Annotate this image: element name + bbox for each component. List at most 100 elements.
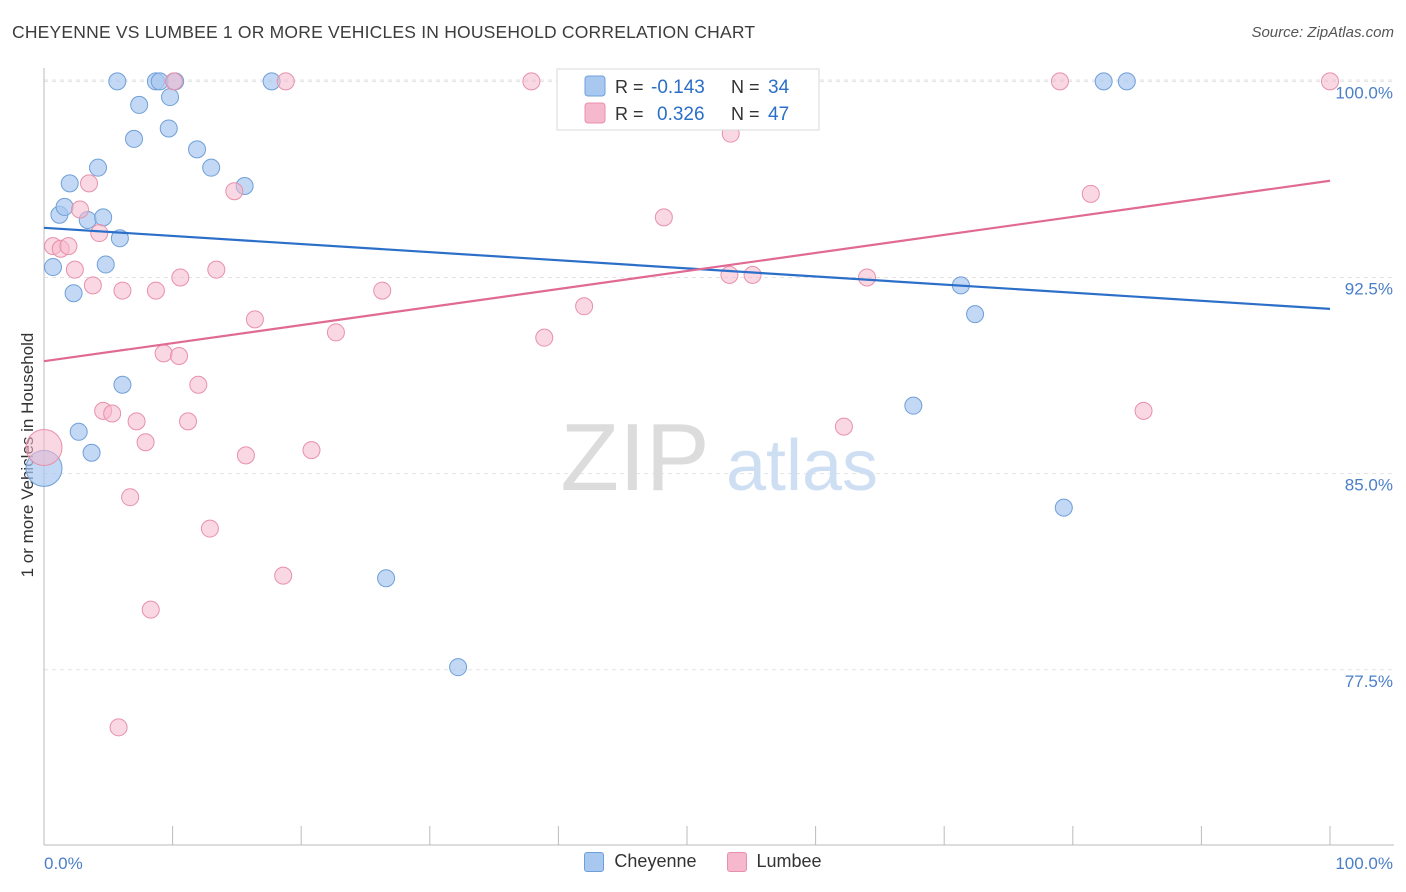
point-lumbee bbox=[276, 72, 295, 91]
point-lumbee bbox=[90, 224, 109, 243]
point-cheyenne bbox=[202, 158, 221, 177]
point-lumbee bbox=[83, 276, 102, 295]
point-lumbee bbox=[1050, 72, 1069, 91]
x-tick-label: 100.0% bbox=[1335, 854, 1393, 873]
point-lumbee bbox=[535, 328, 554, 347]
point-lumbee bbox=[302, 441, 321, 460]
point-lumbee bbox=[1134, 401, 1153, 420]
point-lumbee bbox=[245, 310, 264, 329]
point-lumbee bbox=[274, 566, 293, 585]
point-lumbee bbox=[164, 72, 183, 91]
tick-label-layer: 100.0% 92.5% 85.0% 77.5% 0.0% 100.0% bbox=[44, 83, 1393, 873]
point-lumbee bbox=[743, 265, 762, 284]
points-layer bbox=[25, 72, 1339, 737]
legend-swatch-lumbee bbox=[726, 851, 747, 872]
point-lumbee bbox=[834, 417, 853, 436]
point-lumbee bbox=[373, 281, 392, 300]
source-label: Source: ZipAtlas.com bbox=[1251, 24, 1394, 41]
point-cheyenne bbox=[108, 72, 127, 91]
point-lumbee bbox=[71, 200, 90, 219]
point-cheyenne bbox=[1117, 72, 1136, 91]
point-lumbee bbox=[654, 208, 673, 227]
chart-title: CHEYENNE VS LUMBEE 1 OR MORE VEHICLES IN… bbox=[12, 22, 756, 42]
point-cheyenne bbox=[130, 95, 149, 114]
x-tick-label: 0.0% bbox=[44, 854, 83, 873]
trendline-cheyenne bbox=[43, 226, 1331, 310]
y-tick-label: 77.5% bbox=[1345, 672, 1393, 691]
point-lumbee bbox=[141, 600, 160, 619]
legend-label-lumbee: Lumbee bbox=[756, 851, 822, 871]
point-cheyenne bbox=[89, 158, 108, 177]
point-lumbee bbox=[170, 346, 189, 365]
stats-n-value-lumbee: 47 bbox=[768, 104, 789, 125]
point-cheyenne bbox=[64, 284, 83, 303]
point-lumbee bbox=[103, 404, 122, 423]
point-lumbee bbox=[858, 268, 877, 287]
point-cheyenne bbox=[449, 658, 468, 677]
point-lumbee bbox=[225, 182, 244, 201]
point-cheyenne bbox=[60, 174, 79, 193]
trendline-lumbee bbox=[43, 179, 1331, 363]
series-legend: Cheyenne Lumbee bbox=[0, 851, 1406, 872]
point-cheyenne bbox=[1094, 72, 1113, 91]
point-cheyenne bbox=[110, 229, 129, 248]
stats-r-label-cheyenne: R = bbox=[615, 77, 644, 97]
point-lumbee bbox=[179, 412, 198, 431]
point-lumbee bbox=[200, 519, 219, 538]
point-lumbee bbox=[171, 268, 190, 287]
point-lumbee bbox=[1321, 72, 1339, 91]
grid-layer bbox=[44, 79, 1394, 671]
point-lumbee bbox=[146, 281, 165, 300]
point-lumbee bbox=[236, 446, 255, 465]
watermark: ZIP atlas bbox=[560, 404, 878, 511]
point-cheyenne bbox=[94, 208, 113, 227]
legend-label-cheyenne: Cheyenne bbox=[614, 851, 697, 871]
stats-r-value-lumbee: 0.326 bbox=[657, 104, 705, 125]
stats-legend-swatch-cheyenne bbox=[584, 75, 606, 97]
point-lumbee bbox=[207, 260, 226, 279]
stats-r-value-cheyenne: -0.143 bbox=[651, 77, 705, 98]
point-cheyenne bbox=[69, 422, 88, 441]
point-lumbee bbox=[136, 433, 155, 452]
y-tick-label: 100.0% bbox=[1335, 83, 1393, 102]
point-cheyenne bbox=[161, 88, 180, 107]
point-cheyenne bbox=[113, 375, 132, 394]
point-cheyenne bbox=[44, 258, 63, 277]
point-lumbee bbox=[720, 265, 739, 284]
y-tick-label: 85.0% bbox=[1345, 476, 1393, 495]
watermark-zip: ZIP bbox=[560, 404, 709, 511]
point-cheyenne bbox=[1054, 498, 1073, 517]
point-lumbee bbox=[1081, 184, 1100, 203]
point-lumbee bbox=[25, 429, 63, 466]
trend-layer bbox=[43, 179, 1331, 363]
point-lumbee bbox=[575, 297, 594, 316]
point-cheyenne bbox=[82, 443, 101, 462]
point-cheyenne bbox=[904, 396, 923, 415]
point-lumbee bbox=[127, 412, 146, 431]
point-cheyenne bbox=[188, 140, 207, 159]
point-cheyenne bbox=[377, 569, 396, 588]
point-lumbee bbox=[59, 237, 78, 256]
point-cheyenne bbox=[125, 129, 144, 148]
point-lumbee bbox=[522, 72, 541, 91]
point-cheyenne bbox=[96, 255, 115, 274]
legend-item-lumbee: Lumbee bbox=[726, 851, 822, 872]
stats-n-label-lumbee: N = bbox=[731, 104, 760, 124]
point-lumbee bbox=[326, 323, 345, 342]
stats-r-label-lumbee: R = bbox=[615, 104, 644, 124]
point-lumbee bbox=[65, 260, 84, 279]
point-lumbee bbox=[121, 488, 140, 507]
point-lumbee bbox=[109, 718, 128, 737]
stats-legend: R = -0.143 N = 34 R = 0.326 N = 47 bbox=[556, 68, 820, 131]
stats-n-label-cheyenne: N = bbox=[731, 77, 760, 97]
legend-swatch-cheyenne bbox=[584, 851, 605, 872]
watermark-atlas: atlas bbox=[726, 426, 878, 506]
y-tick-label: 92.5% bbox=[1345, 280, 1393, 299]
axis-layer bbox=[43, 68, 1394, 846]
point-lumbee bbox=[113, 281, 132, 300]
legend-item-cheyenne: Cheyenne bbox=[584, 851, 697, 872]
point-cheyenne bbox=[966, 305, 985, 324]
point-lumbee bbox=[80, 174, 99, 193]
point-cheyenne bbox=[55, 197, 74, 216]
